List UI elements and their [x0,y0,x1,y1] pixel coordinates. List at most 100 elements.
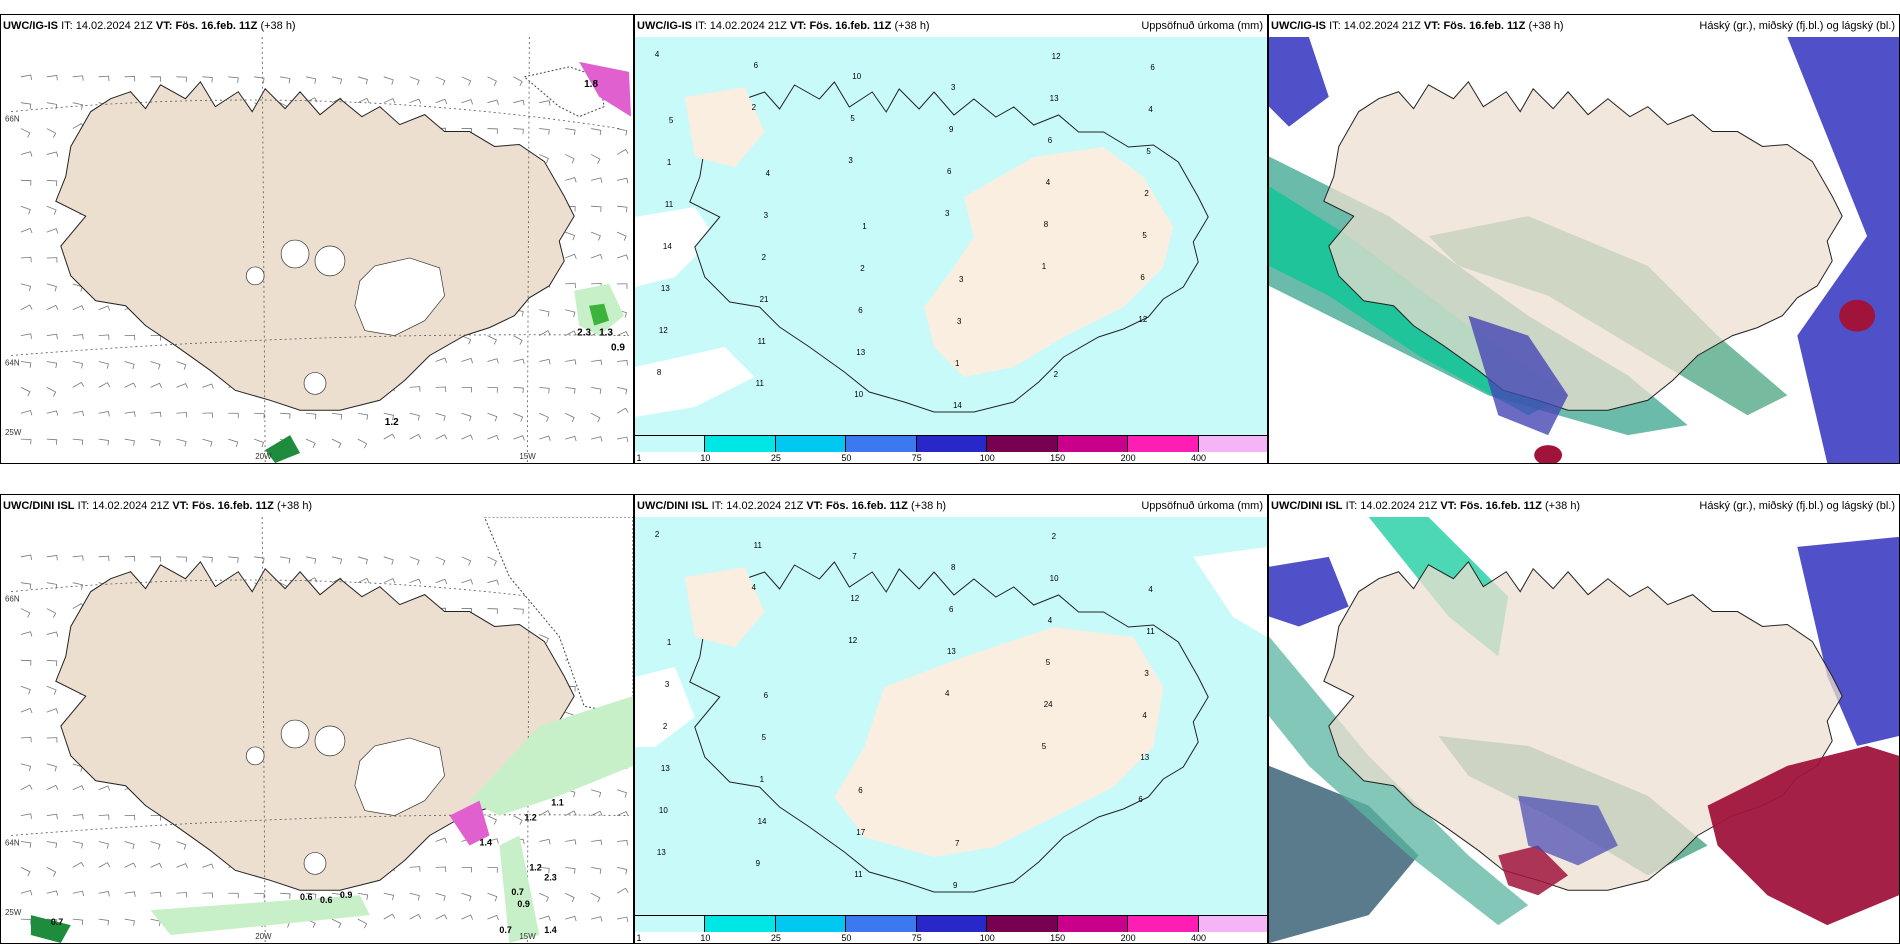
wind-barb [409,913,422,920]
wind-barb [124,841,135,850]
wind-barb [46,257,58,263]
wind-value: 1.8 [584,79,598,90]
wind-barb [487,892,498,902]
wind-barb [539,810,551,816]
wind-barb [98,411,110,417]
dry-land [684,567,1164,857]
vt-label: VT: [172,500,189,512]
step-value: (+38 h) [910,500,947,512]
wind-barb [383,913,396,920]
wind-barb [331,438,342,449]
low-cloud [1518,795,1618,866]
precip-value: 9 [949,125,954,134]
wind-barb [46,387,57,397]
wind-barb [487,358,499,364]
high-cloud-spot [1839,299,1876,332]
it-value: 14.02.2024 21Z [75,20,153,32]
precip-value: 17 [856,828,865,837]
legend-label: 100 [979,933,995,943]
wind-barb [228,76,239,83]
wind-barb [383,892,395,901]
wind-contours [265,61,632,463]
wind-barb [20,256,32,263]
wind-barb [20,866,31,877]
wind-barb [591,789,602,798]
high-cloud-spot [1707,745,1899,926]
wind-barb [176,863,188,869]
wind-barb [46,304,59,311]
wind-barb [435,837,448,843]
wind-barb [487,412,498,422]
wind-barb [487,556,497,566]
wind-barb [254,412,265,419]
precip-value: 6 [858,786,863,795]
wind-barb [461,556,472,566]
panel-subtitle: Háský (gr.), miðský (fj.bl.) og lágský (… [1699,500,1895,512]
wind-barb [383,76,394,85]
wind-barb [20,841,32,848]
wind-barb [409,386,421,392]
precip-value: 6 [858,306,863,315]
wind-barb [357,438,368,449]
wind-barb [150,76,161,82]
precip-value: 2 [860,264,865,273]
it-value: 14.02.2024 21Z [1343,20,1421,32]
panel-subtitle: Háský (gr.), miðský (fj.bl.) og lágský (… [1699,20,1895,32]
precip-value: 11 [1146,627,1155,636]
wind-barb [565,231,576,241]
wind-map: 66N 64N 20W 15W 25W 1.8 2.3 1.3 0.9 1.2 [5,37,632,463]
wind-value: 1.2 [529,862,541,872]
wind-barb [20,554,33,561]
wind-barb [461,608,472,614]
iceland-landmass [55,560,575,891]
step-value: (+38 h) [894,20,930,32]
precip-value: 8 [951,563,956,572]
precip-value: 10 [659,806,668,815]
precip-value: 9 [953,881,958,890]
wind-barb [513,608,524,615]
wind-barb [176,412,188,418]
wind-barb [590,892,601,903]
wind-barb [20,736,32,743]
precip-value: 3 [665,680,670,689]
wind-barb [176,892,188,898]
precip-value: 2 [1144,189,1149,198]
wind-barb [591,177,603,183]
wind-barb [98,918,110,926]
precip-value: 6 [947,167,952,176]
wind-barb [461,434,474,440]
precip-value: 4 [1048,616,1053,625]
wind-barb [20,784,33,791]
wind-barb [590,231,601,241]
precip-value: 12 [1052,52,1061,61]
wind-barb [383,412,395,421]
wind-barb [46,784,59,791]
precip-value: 6 [1140,273,1145,282]
wind-barb [280,76,291,84]
wind-barb [20,386,31,397]
wind-barb [565,892,575,903]
precip-value: 7 [852,552,857,561]
model-name: UWC/DINI ISL [637,500,709,512]
precip-value: 1 [1042,262,1047,271]
wind-barb [202,76,213,83]
precip-value: 6 [1138,795,1143,804]
wind-barb [616,177,629,184]
legend-swatch [916,916,988,932]
panel-top-right: UWC/IG-IS IT: 14.02.2024 21Z VT: Fös. 16… [1268,14,1900,464]
precip-value: 13 [947,647,956,656]
wind-barb [46,867,57,877]
wind-barb [46,659,58,667]
precip-value: 8 [657,368,662,377]
panel-header: UWC/DINI ISL IT: 14.02.2024 21Z VT: Fös.… [635,495,1267,517]
wind-barb [20,438,32,445]
precip-value: 5 [850,114,855,123]
panel-header: UWC/DINI ISL IT: 14.02.2024 21Z VT: Fös.… [1269,495,1899,517]
precip-value: 8 [1044,220,1049,229]
wind-barb [150,815,161,821]
legend-swatch [705,916,776,932]
wind-barb [565,253,577,259]
wind-barb [305,892,317,900]
wind-barb [150,438,161,447]
precip-value: 5 [1046,658,1051,667]
